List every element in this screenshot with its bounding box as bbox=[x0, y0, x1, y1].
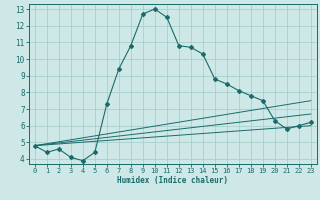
X-axis label: Humidex (Indice chaleur): Humidex (Indice chaleur) bbox=[117, 176, 228, 185]
